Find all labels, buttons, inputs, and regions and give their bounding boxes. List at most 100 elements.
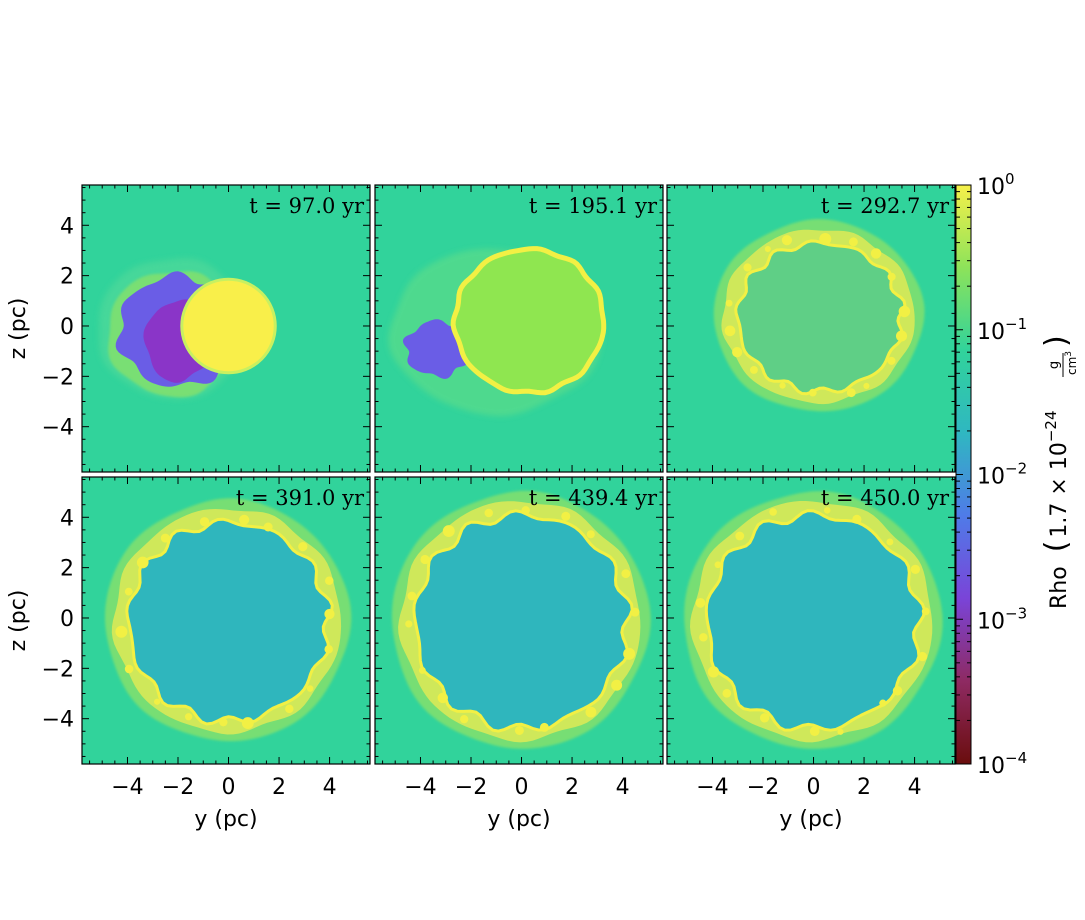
panel-ticks	[667, 185, 955, 472]
ejecta-core	[180, 277, 277, 375]
colorbar-tick-base: 10	[977, 754, 1005, 779]
instability-finger	[219, 718, 228, 727]
instability-finger	[418, 666, 426, 674]
x-tick-label: −4	[404, 775, 436, 800]
instability-finger	[921, 607, 930, 616]
instability-finger	[759, 713, 770, 723]
x-tick-label: 2	[272, 775, 286, 800]
y-tick-label: −4	[42, 416, 74, 441]
instability-finger	[621, 569, 631, 579]
colorbar-tick-base: 10	[977, 320, 1005, 345]
instability-finger	[769, 508, 777, 516]
instability-finger	[239, 514, 250, 525]
colorbar-label: Rho (1.7 × 10−24 g cm3)	[1039, 335, 1079, 609]
instability-finger	[442, 525, 455, 538]
unit-denominator: cm3	[1064, 351, 1079, 375]
instability-finger	[781, 235, 793, 246]
instability-finger	[837, 728, 844, 735]
instability-finger	[917, 651, 928, 662]
instability-finger	[735, 531, 745, 541]
x-tick-label: 0	[807, 775, 821, 800]
y-tick-label: −2	[42, 657, 74, 682]
instability-finger	[405, 620, 413, 628]
y-tick-label: 0	[60, 315, 74, 340]
instability-finger	[808, 388, 817, 397]
instability-finger	[852, 514, 862, 524]
instability-finger	[707, 666, 720, 678]
y-tick-label: 2	[60, 557, 74, 582]
density-panel: t = 391.0 yr	[81, 476, 371, 765]
interior-region	[734, 239, 907, 396]
x-tick-label: −2	[455, 775, 487, 800]
interior-region	[125, 517, 334, 726]
panel-frame	[666, 184, 956, 473]
instability-finger	[819, 233, 832, 245]
y-tick-label: 0	[60, 607, 74, 632]
x-tick-label: 2	[565, 775, 579, 800]
instability-finger	[521, 506, 530, 515]
colorbar-tick-label: 100	[977, 170, 1015, 200]
panel-ticks	[375, 185, 663, 472]
instability-finger	[184, 713, 193, 721]
density-panel: t = 97.0 yr	[81, 184, 371, 473]
panel-frame	[374, 476, 664, 765]
colorbar-label-prefix: Rho	[1047, 566, 1072, 609]
x-axis-title: y (pc)	[194, 807, 257, 832]
instability-finger	[420, 554, 430, 565]
colorbar-tick-exp: −4	[1005, 749, 1027, 767]
y-axis-title: z (pc)	[6, 590, 31, 652]
instability-finger	[306, 685, 314, 692]
panel-frame	[374, 184, 664, 473]
interior-region	[704, 509, 926, 732]
instability-finger	[809, 726, 820, 737]
instability-finger	[879, 699, 887, 707]
instability-finger	[764, 245, 771, 253]
instability-finger	[725, 299, 733, 307]
density-panel: t = 195.1 yr	[374, 184, 664, 473]
instability-finger	[699, 633, 708, 642]
colorbar-tick-label: 10−4	[977, 749, 1027, 779]
instability-finger	[437, 692, 449, 704]
instability-finger	[732, 347, 743, 358]
instability-finger	[714, 561, 722, 569]
instability-finger	[749, 365, 758, 374]
instability-finger	[611, 679, 623, 691]
panel-grid: t = 97.0 yr −4 −2 0 2 4 z (pc) t = 195.1 yr t = …	[6, 184, 956, 832]
x-tick-label: 4	[908, 775, 922, 800]
colorbar-label-factor: 1.7 × 10	[1047, 442, 1072, 537]
y-tick-label: 4	[60, 506, 74, 531]
x-tick-label: 0	[222, 775, 236, 800]
time-label: t = 439.4 yr	[529, 486, 658, 510]
close-paren: )	[1039, 335, 1074, 347]
density-panel: t = 292.7 yr	[666, 184, 956, 473]
instability-finger	[910, 564, 920, 574]
colorbar-tick-label: 10−1	[977, 315, 1027, 345]
time-label: t = 292.7 yr	[821, 194, 950, 218]
x-tick-label: −2	[747, 775, 779, 800]
instability-finger	[892, 686, 903, 696]
instability-finger	[870, 248, 882, 259]
colorbar-tick-exp: −2	[1005, 460, 1027, 478]
x-tick-label: 2	[857, 775, 871, 800]
instability-finger	[623, 647, 636, 660]
x-tick-label: −4	[696, 775, 728, 800]
instability-finger	[136, 556, 149, 569]
instability-finger	[561, 511, 571, 521]
instability-finger	[324, 608, 335, 620]
colorbar-tick-exp: −1	[1005, 315, 1027, 333]
instability-finger	[539, 722, 549, 732]
panel-frame	[81, 476, 371, 765]
instability-finger	[160, 533, 170, 543]
x-tick-label: 0	[515, 775, 529, 800]
colorbar-tick-base: 10	[977, 175, 1005, 200]
instability-finger	[887, 272, 896, 281]
instability-finger	[199, 517, 210, 527]
panel-ticks	[375, 477, 663, 764]
panel-frame	[81, 184, 371, 473]
density-panel: t = 450.0 yr	[666, 476, 956, 765]
instability-finger	[514, 725, 524, 735]
x-axis-title: y (pc)	[487, 807, 550, 832]
density-panel: t = 439.4 yr	[374, 476, 664, 765]
colorbar-tick-label: 10−2	[977, 460, 1027, 490]
